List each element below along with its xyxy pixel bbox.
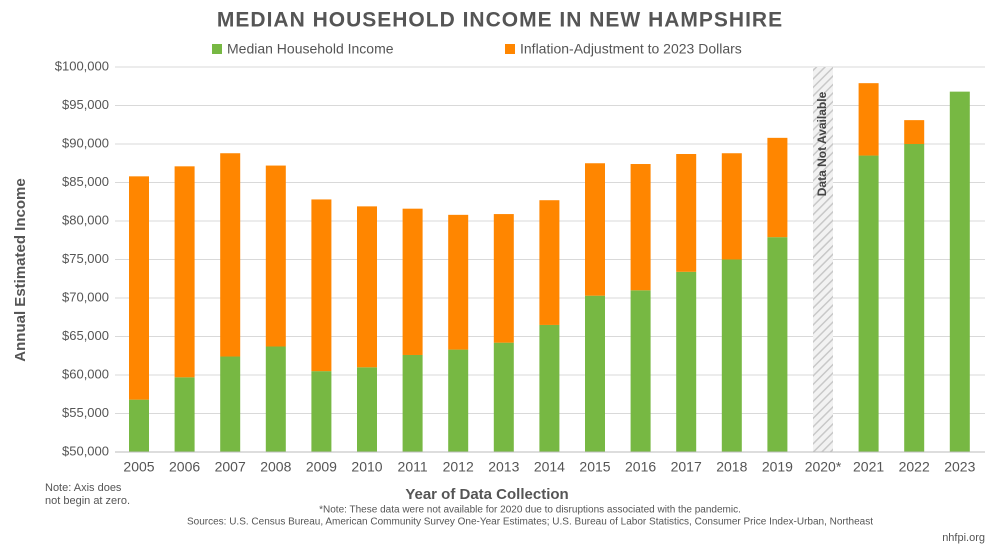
- legend-swatch: [212, 44, 222, 54]
- y-tick-label: $50,000: [62, 443, 109, 458]
- y-tick-label: $80,000: [62, 212, 109, 227]
- x-tick-label: 2010: [351, 459, 382, 475]
- bar-segment: [630, 164, 651, 291]
- bar-segment: [357, 367, 377, 452]
- credit: nhfpi.org: [942, 532, 985, 544]
- bar-segment: [311, 371, 332, 452]
- bar-segment: [539, 200, 560, 325]
- legend-swatch: [505, 44, 515, 54]
- x-tick-label: 2014: [534, 459, 565, 475]
- bar-segment: [493, 342, 514, 452]
- bar-segment: [767, 137, 788, 238]
- x-tick-label: 2022: [899, 459, 930, 475]
- x-tick-label: 2007: [215, 459, 246, 475]
- x-tick-label: 2021: [853, 459, 884, 475]
- bar-segment: [129, 176, 149, 400]
- bar-segment: [676, 154, 697, 272]
- y-tick-label: $95,000: [62, 97, 109, 112]
- bar-segment: [767, 237, 788, 452]
- legend-label: Median Household Income: [227, 41, 394, 57]
- bar-segment: [402, 208, 423, 355]
- legend-label: Inflation-Adjustment to 2023 Dollars: [520, 41, 742, 57]
- y-tick-label: $60,000: [62, 366, 109, 381]
- x-tick-label: 2016: [625, 459, 656, 475]
- bar-segment: [311, 199, 332, 372]
- x-tick-label: 2013: [488, 459, 519, 475]
- chart-title: MEDIAN HOUSEHOLD INCOME IN NEW HAMPSHIRE: [217, 9, 783, 32]
- bar-segment: [129, 399, 149, 452]
- x-tick-label: 2015: [579, 459, 610, 475]
- x-tick-label: 2020*: [805, 459, 842, 475]
- y-tick-label: $75,000: [62, 251, 109, 266]
- bar-segment: [721, 153, 742, 260]
- y-tick-label: $55,000: [62, 405, 109, 420]
- bar-segment: [904, 144, 925, 452]
- bar-segment: [949, 91, 970, 452]
- x-tick-label: 2005: [123, 459, 154, 475]
- sources: Sources: U.S. Census Bureau, American Co…: [187, 517, 873, 528]
- no-data-area: [813, 67, 833, 452]
- bar-segment: [220, 153, 241, 357]
- bar-segment: [493, 214, 514, 343]
- bar-segment: [357, 206, 377, 368]
- y-tick-label: $70,000: [62, 289, 109, 304]
- bar-segment: [676, 271, 697, 452]
- axis-note: Note: Axis does not begin at zero.: [45, 482, 130, 507]
- x-tick-label: 2009: [306, 459, 337, 475]
- bar-segment: [858, 155, 879, 453]
- y-axis-title: Annual Estimated Income: [12, 178, 29, 361]
- bar-segment: [630, 290, 651, 452]
- x-tick-label: 2008: [260, 459, 291, 475]
- bar-segment: [721, 259, 742, 452]
- x-tick-label: 2011: [398, 459, 428, 475]
- x-tick-label: 2018: [716, 459, 747, 475]
- x-tick-label: 2017: [671, 459, 702, 475]
- bar-segment: [265, 165, 286, 347]
- x-tick-label: 2019: [762, 459, 793, 475]
- y-tick-label: $65,000: [62, 328, 109, 343]
- x-tick-label: 2012: [443, 459, 474, 475]
- bar-segment: [585, 295, 605, 452]
- x-tick-label: 2006: [169, 459, 200, 475]
- y-tick-label: $100,000: [55, 58, 109, 73]
- bar-segment: [585, 163, 605, 296]
- bar-segment: [402, 354, 423, 452]
- y-tick-label: $85,000: [62, 174, 109, 189]
- bar-segment: [904, 120, 925, 144]
- footnote: *Note: These data were not available for…: [319, 505, 741, 516]
- x-axis-title: Year of Data Collection: [405, 486, 568, 503]
- bar-segment: [174, 377, 195, 452]
- bar-segment: [539, 324, 560, 452]
- bar-segment: [858, 83, 879, 156]
- bar-segment: [448, 214, 469, 350]
- bar-segment: [448, 349, 469, 452]
- annotation: Data Not Available: [815, 91, 829, 196]
- bar-segment: [220, 356, 241, 452]
- x-tick-label: 2023: [944, 459, 975, 475]
- bar-segment: [265, 346, 286, 452]
- y-tick-label: $90,000: [62, 135, 109, 150]
- bar-segment: [174, 166, 195, 378]
